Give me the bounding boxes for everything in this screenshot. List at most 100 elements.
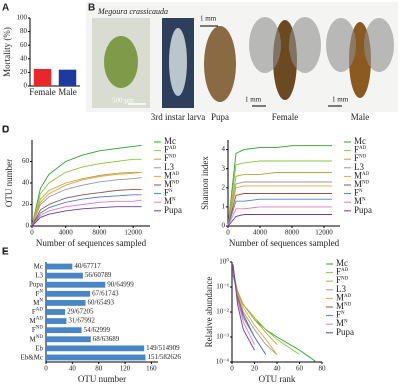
bar	[46, 354, 146, 361]
legend-label: MAD	[336, 292, 352, 302]
x-tick-label: 40	[274, 365, 282, 373]
label-superscript: N	[172, 198, 176, 203]
label-superscript: ND	[341, 277, 349, 282]
x-tick-label: 40	[69, 365, 77, 373]
label-superscript: AD	[362, 172, 370, 177]
aphid	[104, 36, 138, 88]
legend-label: Pupa	[336, 327, 354, 337]
legend-label: FND	[336, 275, 349, 285]
series-line	[232, 264, 255, 351]
x-tick-label: 0	[30, 229, 34, 237]
y-tick-label: MAD	[30, 317, 44, 325]
x-tick-label: 0	[230, 365, 234, 373]
label-text: M	[336, 318, 344, 328]
wing	[326, 18, 356, 72]
bar	[46, 318, 67, 324]
y-tick-label: 10⁻¹	[216, 283, 229, 291]
panel-label: E	[2, 247, 9, 258]
label-superscript: AD	[36, 308, 44, 313]
label-superscript: N	[169, 189, 173, 194]
label-superscript: N	[362, 198, 366, 203]
series-line	[31, 144, 142, 227]
bar	[46, 290, 91, 297]
y-tick-label: FAD	[32, 308, 44, 316]
label-superscript: ND	[362, 181, 370, 186]
y-tick-label: 2	[222, 183, 226, 191]
label-text: M	[33, 299, 40, 307]
bar	[46, 263, 73, 270]
panel-label: F	[2, 247, 8, 258]
series-line	[31, 188, 142, 227]
value-label: 31/67992	[68, 317, 95, 325]
wing	[364, 18, 394, 72]
label-text: F	[32, 326, 36, 334]
y-axis-label: Shannon index	[200, 156, 210, 210]
value-label: 54/62999	[84, 326, 111, 334]
series-line	[227, 214, 332, 227]
y-tick-label: 60	[22, 157, 30, 165]
y-tick-label: 20	[20, 68, 28, 76]
y-tick-label: 0	[26, 222, 30, 230]
label-text: Mc	[164, 136, 176, 146]
label-text: Mc	[336, 258, 348, 268]
x-tick-label: 0	[226, 229, 230, 237]
legend-label: MND	[164, 179, 180, 189]
label-superscript: ND	[359, 155, 367, 160]
label-text: F	[354, 188, 359, 198]
series-line	[31, 206, 142, 227]
stage-label: Pupa	[211, 112, 229, 122]
panel-label: A	[2, 3, 9, 14]
y-tick-label: Pupa	[29, 280, 44, 288]
y-tick-label: 3	[222, 164, 226, 172]
legend-label: MAD	[164, 170, 180, 180]
label-text: M	[354, 179, 362, 189]
label-text: F	[164, 145, 169, 155]
bar	[33, 69, 52, 86]
x-axis-label: OTU rank	[259, 374, 296, 384]
label-text: M	[164, 196, 172, 206]
label-superscript: N	[39, 289, 43, 294]
y-tick-label: MND	[30, 335, 44, 343]
x-axis-label: OTU number	[78, 374, 126, 384]
label-superscript: N	[341, 311, 345, 316]
bar	[58, 69, 77, 86]
y-axis-label: OTU number	[4, 159, 14, 207]
y-tick-label: 100	[17, 14, 28, 22]
legend-label: MN	[164, 196, 176, 206]
bar	[46, 309, 66, 315]
y-tick-label: Mc	[34, 262, 43, 270]
wing	[249, 17, 281, 73]
label-text: F	[354, 153, 359, 163]
wing	[289, 17, 321, 73]
panel-label: B	[88, 3, 95, 14]
y-tick-label: 60	[20, 41, 28, 49]
label-superscript: ND	[169, 155, 177, 160]
label-text: M	[336, 301, 344, 311]
label-text: Eb	[35, 344, 43, 352]
series-line	[227, 198, 332, 227]
label-superscript: AD	[344, 294, 352, 299]
species-name: Megoura crassicauda	[97, 7, 168, 16]
legend-label: FAD	[354, 145, 367, 155]
bar	[46, 281, 106, 288]
pupa	[204, 26, 236, 102]
value-label: 60/65493	[88, 299, 115, 307]
legend-label: FN	[336, 310, 345, 320]
label-text: F	[336, 267, 341, 277]
series-line	[227, 145, 332, 227]
y-tick-label: 1	[222, 202, 226, 210]
y-tick-label: FND	[32, 326, 44, 334]
series-line	[227, 206, 332, 227]
label-text: L3	[164, 162, 174, 172]
y-tick-label: 10⁻⁴	[216, 358, 230, 366]
label-text: F	[32, 308, 36, 316]
label-superscript: AD	[169, 146, 177, 151]
x-tick-label: 60	[296, 365, 304, 373]
y-tick-label: L3	[35, 271, 43, 279]
larva	[169, 28, 187, 96]
label-text: F	[164, 153, 169, 163]
stage-label: Female	[272, 112, 299, 122]
legend-label: MND	[336, 301, 352, 311]
series-line	[31, 158, 142, 227]
scale-label: 500 µm	[112, 97, 134, 105]
